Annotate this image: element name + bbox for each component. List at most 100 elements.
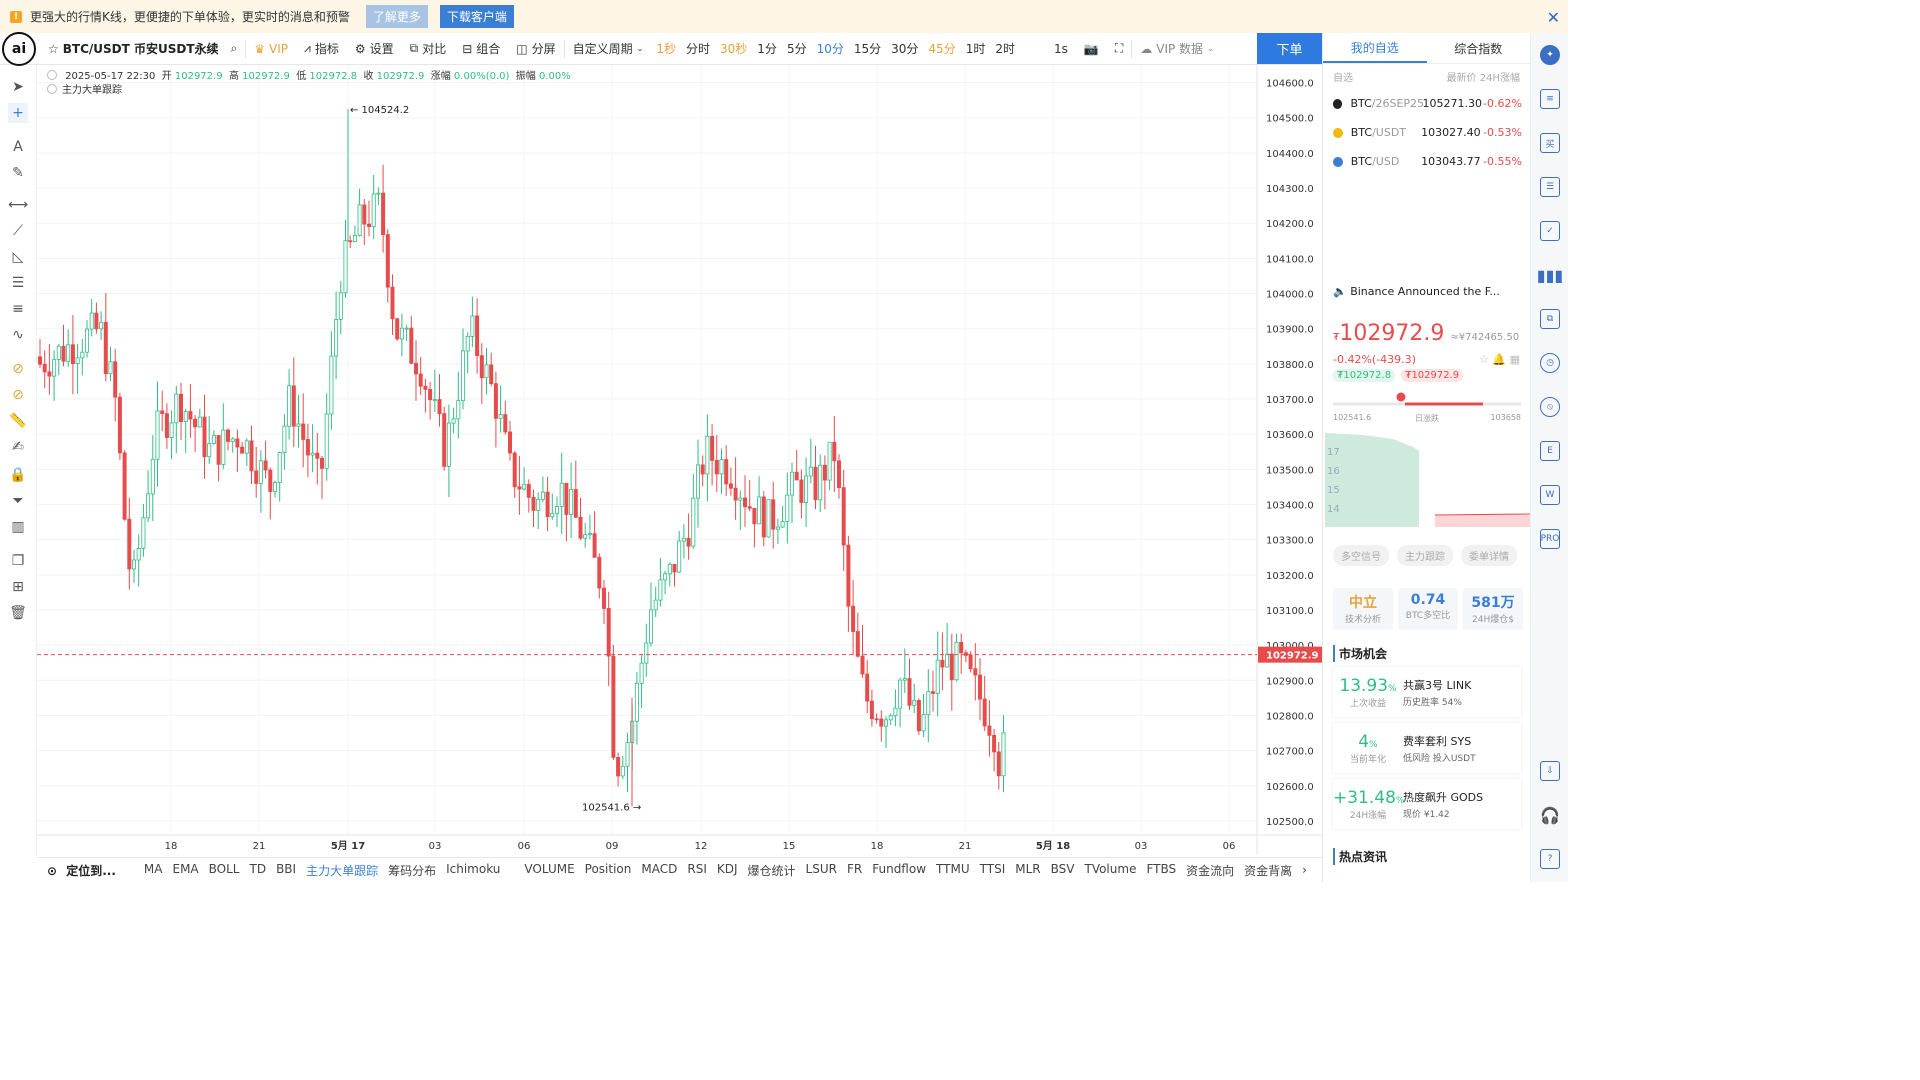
symbol-selector[interactable]: ☆ BTC/USDT 币安USDT永续 ⌕ xyxy=(40,40,245,57)
app-logo[interactable]: ai xyxy=(2,31,36,66)
indicator-item[interactable]: 筹码分布 xyxy=(388,863,437,878)
learn-more-button[interactable]: 了解更多 xyxy=(365,5,428,28)
indicator-item[interactable]: BBI xyxy=(276,861,297,876)
cursor-icon[interactable]: ➤ xyxy=(12,79,24,95)
period-tab[interactable]: 2时 xyxy=(995,42,1015,56)
locate-button[interactable]: ⊙ 定位到... xyxy=(37,862,139,879)
indicator-item[interactable]: MLR xyxy=(1015,861,1041,876)
brush-icon[interactable]: ✎ xyxy=(12,165,24,181)
indicator-item[interactable]: EMA xyxy=(172,861,199,876)
period-tab[interactable]: 5分 xyxy=(786,42,807,56)
help-icon[interactable]: ? xyxy=(1540,849,1560,869)
kline-chart[interactable]: 2025-05-17 22:30 开 102972.9 高 102972.9 低… xyxy=(37,65,1322,855)
indicator-item[interactable]: Position xyxy=(584,861,632,876)
ruler-icon[interactable]: 📏 xyxy=(9,413,27,429)
indicator-item[interactable]: Ichimoku xyxy=(446,861,501,876)
toggle-circle-icon[interactable] xyxy=(47,70,57,80)
indicator-item[interactable]: MACD xyxy=(641,861,678,876)
fib-icon[interactable]: ≡ xyxy=(12,301,24,317)
period-tab[interactable]: 30分 xyxy=(891,42,919,56)
document-icon[interactable]: ≡ xyxy=(1540,89,1560,109)
download-icon[interactable]: ⇩ xyxy=(1540,761,1560,781)
indicator-item[interactable]: MA xyxy=(143,861,163,876)
toggle-circle-icon[interactable] xyxy=(47,84,57,94)
stat-card[interactable]: 中立 技术分析 xyxy=(1333,588,1393,630)
chevron-right-icon[interactable]: › xyxy=(1302,863,1307,877)
pattern-icon[interactable]: ⊘ xyxy=(12,361,24,377)
period-tab[interactable]: 45分 xyxy=(928,42,956,56)
indicator-item[interactable]: Fundflow xyxy=(872,861,927,876)
star-icon[interactable]: ☆ xyxy=(1479,353,1489,366)
list-icon[interactable]: E xyxy=(1540,441,1560,461)
wave-icon[interactable]: ∿ xyxy=(12,327,24,343)
triangle-icon[interactable]: ◺ xyxy=(12,249,24,265)
crosshair-icon[interactable]: + xyxy=(8,103,28,123)
indicator-item[interactable]: TTSI xyxy=(979,861,1006,876)
indicator-item[interactable]: VOLUME xyxy=(524,861,575,876)
opportunity-card[interactable]: 13.93% 上次收益 共赢3号 LINK 历史胜率 54% xyxy=(1333,667,1521,717)
watchlist-filter[interactable]: 自选 xyxy=(1333,73,1353,84)
horizontal-line-icon[interactable]: ⟷ xyxy=(7,197,29,213)
period-tab[interactable]: 30秒 xyxy=(720,42,748,56)
buy-icon[interactable]: 买 xyxy=(1540,133,1560,153)
candles-icon[interactable]: ▥ xyxy=(11,519,25,535)
trash-icon[interactable]: 🗑 xyxy=(9,605,27,621)
indicator-item[interactable]: 爆仓统计 xyxy=(747,863,796,878)
indicator-item[interactable]: TD xyxy=(249,861,267,876)
settings-button[interactable]: ⚙ 设置 xyxy=(347,40,402,57)
indicator-item[interactable]: FR xyxy=(846,861,863,876)
stat-card[interactable]: 0.74 BTC多空比 xyxy=(1398,588,1458,630)
period-tab[interactable]: 1时 xyxy=(965,42,986,56)
pen-icon[interactable]: ✍ xyxy=(12,439,24,455)
headset-icon[interactable]: 🎧 xyxy=(1540,805,1560,825)
indicator-item[interactable]: 资金背离 xyxy=(1244,863,1293,878)
signal-chip[interactable]: 主力跟踪 xyxy=(1397,545,1453,566)
indicator-item[interactable]: TTMU xyxy=(936,861,970,876)
candlestick-svg[interactable]: 104600.0 104500.0 104400.0 104300.0 104200.0… xyxy=(37,65,1322,855)
clock-icon[interactable]: ◷ xyxy=(1540,353,1560,373)
indicator-item[interactable]: 资金流向 xyxy=(1186,863,1235,878)
vip-data-dropdown[interactable]: ☁ VIP 数据 ⌄ xyxy=(1132,40,1222,57)
signal-chip[interactable]: 多空信号 xyxy=(1333,545,1389,566)
compare-button[interactable]: ⧉ 对比 xyxy=(402,40,455,57)
edit-template-icon[interactable]: ⊞ xyxy=(12,579,24,595)
interval-label[interactable]: 1s xyxy=(1053,41,1068,56)
place-order-button[interactable]: 下单 xyxy=(1257,33,1322,64)
lock-icon[interactable]: 🔒 xyxy=(9,467,27,483)
copy-icon[interactable]: ⧉ xyxy=(1540,309,1560,329)
indicator-item[interactable]: 主力大单跟踪 xyxy=(306,863,379,878)
stat-card[interactable]: 581万 24H爆仓$ xyxy=(1463,588,1523,630)
indicator-item[interactable]: KDJ xyxy=(716,861,738,876)
grid-icon[interactable]: ▦ xyxy=(1509,353,1520,366)
indicator-item[interactable]: RSI xyxy=(687,861,707,876)
watchlist-row[interactable]: BTC/26SEP25 105271.30 -0.62% xyxy=(1323,89,1530,118)
pro-icon[interactable]: PRO xyxy=(1540,529,1560,549)
close-icon[interactable]: ✕ xyxy=(1546,8,1560,27)
vip-button[interactable]: ♛ VIP xyxy=(246,42,296,56)
app-icon[interactable]: ✦ xyxy=(1540,45,1560,65)
bar-chart-icon[interactable]: ▮▮▮ xyxy=(1536,265,1564,285)
trend-line-icon[interactable]: ⟋ xyxy=(13,223,23,239)
compass-icon[interactable]: ⦸ xyxy=(1540,397,1560,417)
opportunity-card[interactable]: +31.48% 24H涨幅 热度飙升 GODS 现价 ¥1.42 xyxy=(1333,779,1521,829)
period-tab[interactable]: 分时 xyxy=(686,42,711,56)
indicator-item[interactable]: FTBS xyxy=(1146,861,1177,876)
tab-composite-index[interactable]: 综合指数 xyxy=(1454,41,1503,56)
watchlist-row[interactable]: BTC/USDT 103027.40 -0.53% xyxy=(1323,118,1530,147)
star-icon[interactable]: ☆ xyxy=(48,41,59,56)
search-icon[interactable]: ⌕ xyxy=(230,41,238,55)
split-screen-button[interactable]: ◫ 分屏 xyxy=(508,40,563,57)
signal-chip[interactable]: 委单详情 xyxy=(1461,545,1517,566)
checklist-icon[interactable]: ✓ xyxy=(1540,221,1560,241)
custom-period-dropdown[interactable]: 自定义周期 ⌄ xyxy=(565,40,652,57)
period-tab[interactable]: 10分 xyxy=(816,42,844,56)
indicator-item[interactable]: BSV xyxy=(1050,861,1075,876)
bell-icon[interactable]: 🔔 xyxy=(1492,353,1507,366)
watchlist-row[interactable]: BTC/USD 103043.77 -0.55% xyxy=(1323,147,1530,176)
news-ticker[interactable]: 🔈 Binance Announced the F... xyxy=(1333,285,1500,298)
bookmark-icon[interactable]: ❐ xyxy=(11,553,25,569)
tab-watchlist[interactable]: 我的自选 xyxy=(1323,33,1427,63)
opportunity-card[interactable]: 4% 当前年化 费率套利 SYS 低风险 投入USDT xyxy=(1333,723,1521,773)
pattern-2-icon[interactable]: ⊘ xyxy=(12,387,24,403)
indicators-button[interactable]: ⩘ 指标 xyxy=(296,40,347,57)
